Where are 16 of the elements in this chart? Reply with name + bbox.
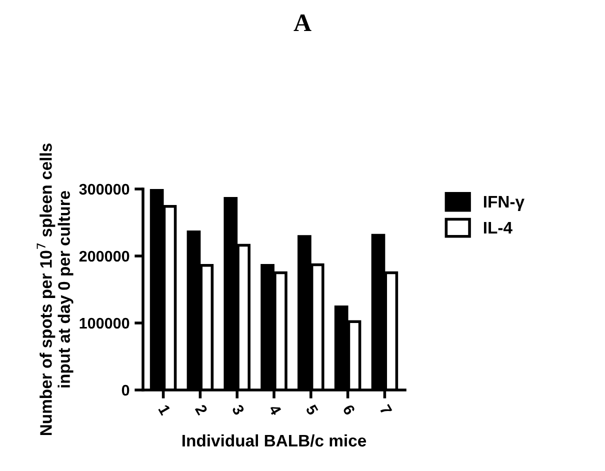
y-tick-label: 0 bbox=[122, 384, 130, 396]
legend-label: IFN-γ bbox=[484, 196, 524, 211]
x-tick-label: 2 bbox=[194, 404, 208, 416]
y-tick-label: 300000 bbox=[79, 184, 130, 195]
x-tick-label: 7 bbox=[379, 404, 392, 416]
chart-title: A bbox=[294, 14, 312, 32]
legend-label: IL-4 bbox=[484, 222, 512, 234]
y-axis-title: Number of spots per 10$^{7}$ spleen cells input at day 0 per culture bbox=[36, 144, 74, 436]
y-tick-label: 200000 bbox=[79, 250, 130, 262]
y-tick-label: 100000 bbox=[80, 318, 130, 329]
x-tick-label: 6 bbox=[342, 404, 356, 416]
x-tick-label: 1 bbox=[158, 404, 171, 416]
x-tick-label: 4 bbox=[268, 404, 282, 416]
x-axis-title: Individual BALB/c mice bbox=[182, 434, 366, 447]
x-tick-label: 5 bbox=[305, 404, 318, 416]
x-tick-label: 3 bbox=[232, 404, 245, 416]
